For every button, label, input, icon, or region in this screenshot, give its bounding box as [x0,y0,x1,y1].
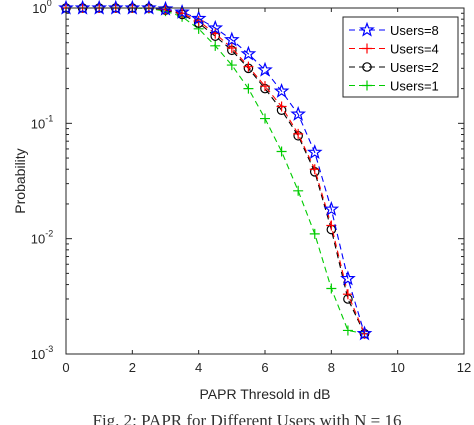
data-point [273,82,290,98]
data-point [226,42,237,53]
data-point [243,61,254,72]
x-tick-label: 4 [195,360,202,375]
x-tick-label: 12 [457,360,471,375]
legend-entry: Users=8 [349,21,439,38]
data-point [190,10,207,26]
y-axis-label: Probability [12,148,28,213]
chart: 0 2 4 6 8 10 12 10-3 10-2 10-1 100 PAPR Thresold i… [12,0,471,402]
legend-entry: Users=4 [349,42,439,57]
data-point [309,228,320,239]
legend-entry: Users=2 [349,60,439,75]
data-point [74,0,91,15]
x-tick-label: 2 [129,360,136,375]
legend-entry: Users=1 [349,79,439,94]
x-tick-label: 10 [390,360,404,375]
data-point [177,8,188,19]
data-point [306,144,323,160]
data-point [240,45,257,61]
data-point [276,146,287,157]
data-point [362,80,372,91]
x-tick-label: 6 [261,360,268,375]
legend: Users=8 Users=4 Users=2 Users=1 [342,16,459,98]
legend-label: Users=1 [390,79,439,94]
x-tick-label: 0 [62,360,69,375]
x-axis-label: PAPR Thresold in dB [200,386,331,402]
data-point [293,128,304,139]
data-point [207,19,224,35]
series-users-8 [58,0,373,341]
legend-label: Users=2 [390,60,439,75]
data-point [260,113,270,124]
data-point [276,101,287,112]
y-tick-label: 100 [32,0,51,16]
data-point [326,283,337,294]
data-point [342,325,353,336]
data-point [362,43,372,54]
legend-label: Users=8 [390,23,439,38]
y-tick-label: 10-3 [31,344,53,362]
data-point [141,0,157,15]
data-point [107,0,124,15]
data-point [356,325,373,341]
ticks-layer: 0 2 4 6 8 10 12 10-3 10-2 10-1 100 [31,0,471,375]
data-point [362,62,372,72]
series-line [66,7,366,334]
legend-label: Users=4 [390,42,439,57]
data-point [174,3,190,19]
data-point [91,0,108,15]
data-point [323,200,340,216]
data-point [293,185,304,196]
data-point [342,289,353,300]
data-point [290,105,307,121]
data-point [309,164,320,175]
data-point [243,83,254,94]
data-point [226,60,237,71]
data-point [359,21,375,37]
data-point [157,0,174,16]
data-point [340,270,356,286]
x-tick-label: 8 [328,360,335,375]
data-point [257,61,273,77]
data-point [260,81,270,92]
y-tick-label: 10-2 [31,229,53,247]
data-point [210,40,221,51]
data-point [223,31,240,47]
y-tick-label: 10-1 [31,113,53,131]
figure-caption: Fig. 2: PAPR for Different Users with N … [92,412,402,425]
